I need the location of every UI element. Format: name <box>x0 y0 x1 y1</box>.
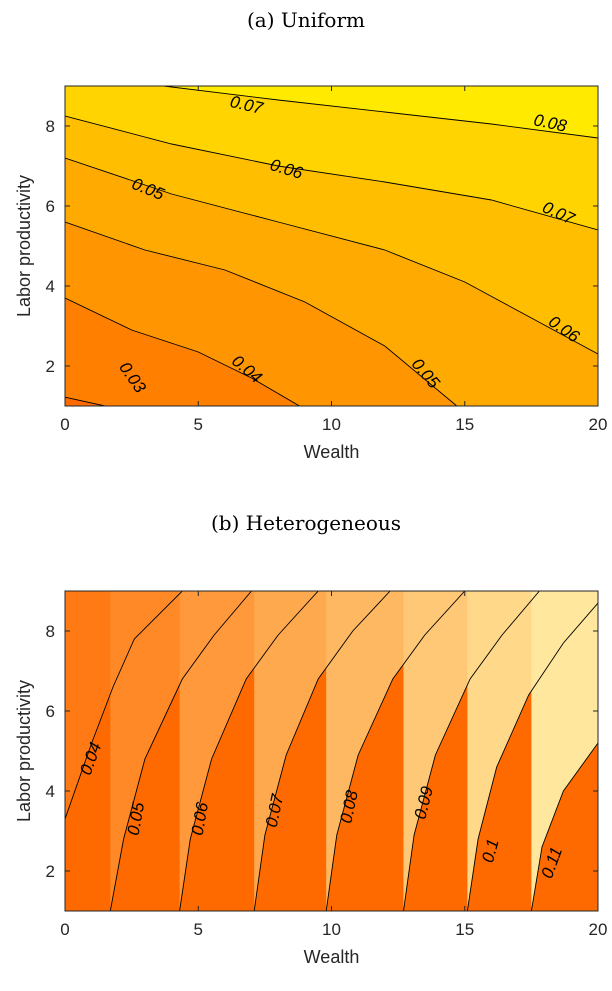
y-tick-label: 8 <box>46 117 55 136</box>
chart-uniform: 0.03 0.04 0.050.060.070.080.070.060.050 5 10… <box>14 85 608 462</box>
x-tick-label: 20 <box>589 920 608 939</box>
contour-line-0.09 <box>403 591 540 911</box>
x-tick-label: 5 <box>194 920 203 939</box>
x-tick-label: 0 <box>60 415 69 434</box>
contour-line-0.1 <box>466 602 598 911</box>
y-tick-label: 8 <box>46 622 55 641</box>
x-tick-label: 10 <box>322 415 341 434</box>
band-0.06 <box>179 591 598 911</box>
band-0.1 <box>467 591 598 911</box>
contour-line-0.11 <box>530 742 598 911</box>
contour-line-0.06 <box>65 157 598 355</box>
panel-b-title: (b) Heterogeneous <box>210 511 402 535</box>
y-tick-label: 6 <box>46 702 55 721</box>
y-tick-label: 2 <box>46 862 55 881</box>
x-tick-label: 10 <box>322 920 341 939</box>
contour-lines <box>65 86 598 406</box>
x-tick-label: 20 <box>589 415 608 434</box>
contour-lines <box>65 591 598 911</box>
x-tick-label: 15 <box>455 920 474 939</box>
contour-line-0.08 <box>325 591 466 911</box>
x-tick-label: 5 <box>194 415 203 434</box>
y-tick-label: 2 <box>46 357 55 376</box>
contour-line-0.05 <box>65 221 458 406</box>
band-0.09 <box>403 591 598 911</box>
contour-line-0.03 <box>65 396 106 406</box>
contour-line-0.08 <box>163 86 598 139</box>
x-axis-label: Wealth <box>304 442 360 462</box>
filled-bands <box>65 86 598 406</box>
band-0.08 <box>326 591 598 911</box>
y-tick-label: 4 <box>46 277 55 296</box>
contour-line-0.06 <box>179 591 319 911</box>
y-tick-label: 4 <box>46 782 55 801</box>
x-tick-label: 15 <box>455 415 474 434</box>
contour-line-0.04 <box>65 591 183 820</box>
panel-a-title: (a) Uniform <box>247 8 365 32</box>
contour-line-0.07 <box>253 591 391 911</box>
y-tick-label: 6 <box>46 197 55 216</box>
y-axis-label: Labor productivity <box>14 175 34 317</box>
contour-line-0.04 <box>65 297 300 406</box>
band-0.07 <box>65 86 598 230</box>
y-axis-label: Labor productivity <box>14 680 34 822</box>
contour-line-0.05 <box>109 591 252 911</box>
x-tick-label: 0 <box>60 920 69 939</box>
chart-heterogeneous: 0.040.05 0.06 0.07 0.08 0.090.1 0.110 5 10 15 202… <box>14 590 608 967</box>
band-0.05 <box>110 591 598 911</box>
x-axis-label: Wealth <box>304 947 360 967</box>
contour-line-0.07 <box>65 115 598 231</box>
